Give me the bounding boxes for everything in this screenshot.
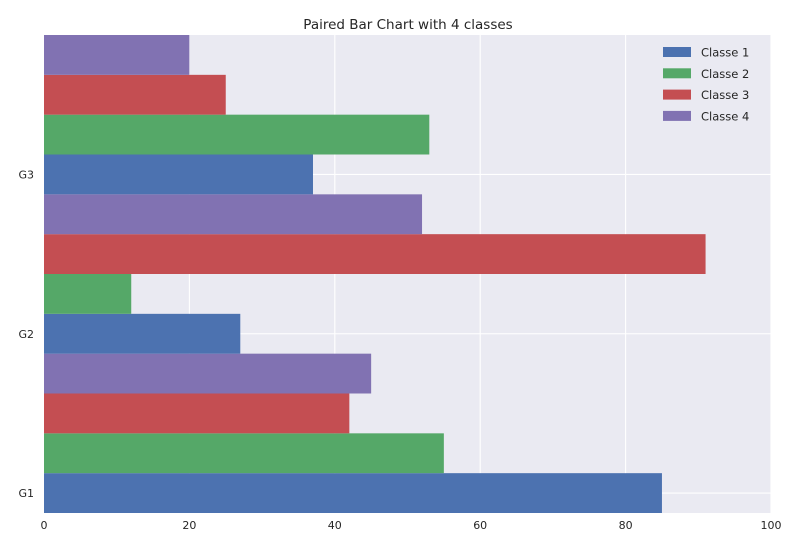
bar-g3-classe-2 [44, 114, 430, 155]
x-tick-label: 60 [473, 519, 487, 532]
legend-swatch [663, 89, 691, 100]
legend-label: Classe 3 [701, 88, 749, 102]
bar-g1-classe-4 [44, 353, 372, 394]
bar-g1-classe-3 [44, 393, 350, 434]
x-tick-label: 0 [41, 519, 48, 532]
x-tick-label: 40 [328, 519, 342, 532]
bar-g3-classe-4 [44, 35, 190, 75]
bar-g1-classe-1 [44, 473, 662, 513]
legend-swatch [663, 47, 691, 57]
bar-g2-classe-4 [44, 194, 423, 235]
legend-label: Classe 2 [701, 67, 749, 81]
x-tick-label: 100 [761, 519, 782, 532]
bar-g2-classe-1 [44, 313, 241, 354]
bars [44, 35, 706, 513]
bar-g2-classe-2 [44, 274, 132, 314]
legend-swatch [663, 68, 691, 79]
legend: Classe 1 Classe 2 Classe 3 Classe 4 [663, 46, 749, 123]
x-tick-labels: 0 20 40 60 80 100 [41, 519, 782, 532]
chart-title: Paired Bar Chart with 4 classes [303, 17, 512, 33]
y-tick-labels: G1 G2 G3 [18, 168, 34, 500]
x-tick-label: 20 [182, 519, 196, 532]
y-tick-label: G1 [18, 487, 34, 500]
bar-g2-classe-3 [44, 234, 706, 274]
legend-swatch [663, 110, 691, 121]
bar-g3-classe-1 [44, 154, 313, 195]
legend-label: Classe 1 [701, 46, 749, 60]
y-tick-label: G3 [18, 168, 34, 181]
y-tick-label: G2 [18, 328, 34, 341]
legend-label: Classe 4 [701, 109, 749, 123]
bar-g3-classe-3 [44, 74, 226, 115]
x-tick-label: 80 [619, 519, 633, 532]
bar-g1-classe-2 [44, 433, 444, 474]
